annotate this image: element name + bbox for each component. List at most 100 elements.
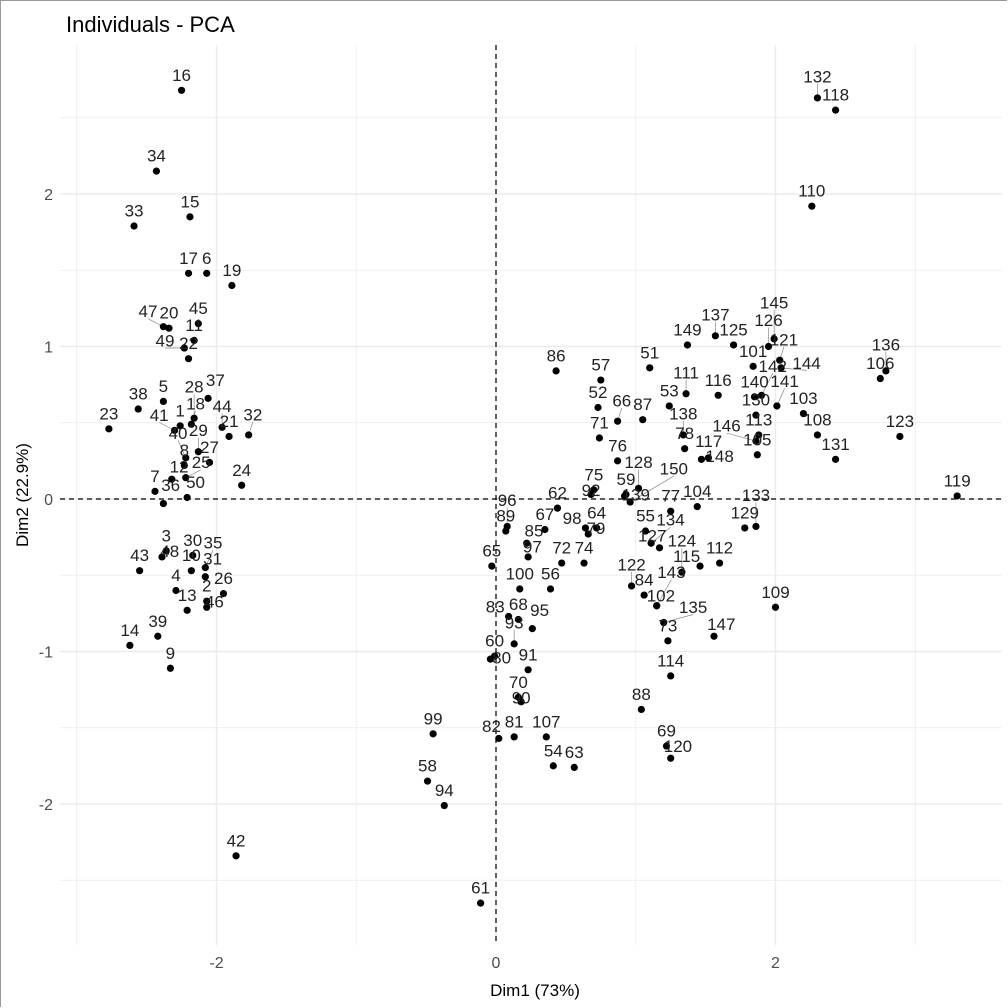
point-label: 107	[532, 712, 560, 731]
label-leader-line	[650, 526, 671, 544]
data-point	[134, 405, 142, 413]
point-label: 42	[227, 831, 246, 850]
point-label: 30	[183, 531, 202, 550]
data-point	[570, 763, 578, 772]
point-label: 93	[505, 613, 524, 632]
data-point	[580, 559, 588, 567]
point-label: 35	[204, 534, 223, 553]
point-label: 116	[705, 371, 732, 390]
point-label: 133	[742, 486, 770, 505]
data-point	[542, 733, 550, 741]
point-label: 101	[739, 342, 767, 361]
data-point	[429, 730, 437, 738]
data-point	[813, 431, 822, 439]
data-point	[136, 567, 144, 575]
y-tick-label: -2	[39, 797, 53, 814]
point-label: 83	[486, 597, 505, 616]
point-label: 86	[547, 346, 566, 365]
data-point	[808, 202, 816, 210]
data-point	[752, 411, 760, 419]
data-point	[510, 640, 518, 648]
data-point	[524, 666, 532, 674]
point-label: 15	[180, 192, 199, 211]
point-label: 90	[512, 688, 531, 707]
point-label: 120	[664, 737, 692, 756]
data-point	[158, 553, 166, 561]
data-point	[597, 376, 605, 384]
point-label: 146	[712, 417, 740, 436]
point-label: 96	[498, 491, 517, 510]
point-label: 118	[822, 86, 849, 105]
point-label: 9	[166, 644, 175, 663]
chart-title: Individuals - PCA	[66, 12, 235, 37]
data-point	[186, 213, 194, 221]
point-label: 67	[535, 505, 554, 524]
data-point	[516, 585, 524, 593]
data-point	[194, 448, 202, 456]
data-point	[729, 341, 738, 349]
point-label: 17	[179, 249, 198, 268]
data-point	[162, 547, 170, 555]
data-point	[773, 402, 781, 410]
point-label: 114	[657, 651, 684, 670]
data-point	[752, 437, 760, 445]
point-label: 18	[186, 395, 205, 414]
point-label: 64	[587, 503, 606, 522]
data-point	[523, 539, 531, 547]
point-label: 87	[633, 395, 652, 414]
point-label: 14	[120, 621, 139, 640]
point-label: 80	[492, 648, 511, 667]
data-point	[641, 527, 650, 535]
point-label: 36	[161, 476, 180, 495]
point-label: 131	[821, 435, 849, 454]
data-point	[693, 503, 701, 511]
point-label: 82	[482, 717, 501, 736]
data-point	[646, 364, 654, 372]
point-label: 119	[944, 471, 971, 490]
point-label: 140	[740, 372, 768, 391]
data-point	[541, 525, 549, 534]
data-point	[777, 364, 785, 372]
data-point	[587, 490, 595, 499]
point-label: 89	[496, 507, 515, 526]
data-point	[665, 402, 673, 410]
data-point	[711, 332, 720, 340]
point-label: 92	[582, 481, 601, 500]
data-point	[831, 455, 840, 463]
data-point	[130, 222, 138, 230]
data-point	[697, 455, 706, 463]
point-label: 8	[180, 441, 189, 460]
point-label: 61	[471, 879, 490, 898]
point-label: 58	[418, 757, 437, 776]
point-label: 43	[130, 546, 149, 565]
point-label: 60	[485, 632, 504, 651]
data-point	[584, 530, 592, 538]
label-leader-line	[656, 579, 672, 606]
data-point	[626, 498, 634, 506]
data-point	[201, 573, 209, 581]
x-tick-label: 0	[492, 955, 501, 972]
point-label: 137	[701, 305, 729, 324]
data-point	[655, 544, 664, 552]
point-label: 28	[185, 378, 204, 397]
data-point	[682, 390, 690, 398]
point-label: 57	[591, 356, 610, 375]
point-label: 65	[482, 542, 501, 561]
point-label: 126	[754, 311, 782, 330]
data-point	[749, 362, 757, 370]
label-leader-line	[629, 475, 674, 503]
data-point	[165, 324, 173, 332]
data-point	[753, 451, 761, 459]
point-label: 33	[125, 202, 144, 221]
point-label: 91	[519, 645, 538, 664]
data-point	[637, 705, 645, 714]
point-label: 23	[99, 404, 118, 423]
data-point	[613, 457, 622, 465]
point-label: 3	[161, 526, 170, 545]
data-point	[581, 524, 590, 532]
data-point	[752, 522, 760, 531]
point-label: 75	[584, 465, 603, 484]
data-point	[627, 582, 636, 590]
